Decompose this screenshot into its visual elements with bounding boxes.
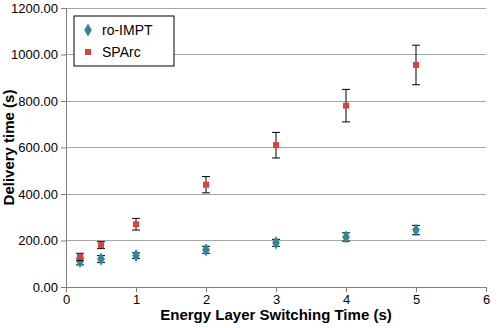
x-axis: 0 1 2 3 4 5 6: [63, 287, 490, 307]
point: [272, 236, 280, 249]
legend-label: SPArc: [102, 44, 141, 60]
tick-mark: [61, 55, 66, 56]
tick-label: 3: [273, 292, 280, 307]
series: [76, 223, 420, 268]
tick-mark: [61, 287, 66, 288]
error-bar-cap: [202, 176, 210, 177]
error-bar-cap: [342, 121, 350, 122]
point: [98, 242, 104, 248]
point: [202, 243, 210, 256]
grid-line: [66, 194, 486, 195]
error-bar-cap: [97, 248, 105, 249]
point: [203, 182, 209, 188]
marks: [76, 45, 420, 268]
tick-label: 800.00: [18, 94, 58, 109]
tick-mark: [61, 194, 66, 195]
tick-mark: [61, 8, 66, 9]
tick-label: 4: [343, 292, 350, 307]
error-bar: [202, 177, 210, 193]
tick-label: 5: [413, 292, 420, 307]
error-bar: [272, 132, 280, 158]
tick: 3: [273, 287, 280, 307]
x-axis-title: Energy Layer Switching Time (s): [160, 306, 391, 323]
tick: 1200.00: [11, 1, 66, 16]
error-bar: [342, 89, 350, 122]
tick: 600.00: [18, 140, 66, 155]
error-bar-cap: [76, 260, 84, 261]
tick-label: 0.00: [33, 280, 58, 295]
legend: ro-IMPT SPArc: [74, 16, 174, 66]
tick: 200.00: [18, 233, 66, 248]
tick-mark: [61, 148, 66, 149]
tick: 0.00: [33, 280, 66, 295]
plot-area: 0 1 2 3 4 5 6 0.00 200.00 400.00 600.00 800.00 1000.…: [11, 1, 490, 308]
error-bar: [412, 45, 420, 85]
legend-marker: [85, 49, 91, 55]
point: [343, 103, 349, 109]
point: [133, 221, 139, 227]
tick: 5: [413, 287, 420, 307]
error-bar-cap: [202, 192, 210, 193]
error-bar-cap: [132, 218, 140, 219]
point: [273, 142, 279, 148]
error-bar-cap: [76, 253, 84, 254]
error-bar-cap: [132, 230, 140, 231]
tick-label: 0: [63, 292, 70, 307]
error-bar: [132, 218, 140, 230]
tick-mark: [61, 241, 66, 242]
error-bar: [76, 253, 84, 260]
tick: 1000.00: [11, 47, 66, 62]
tick: 2: [203, 287, 210, 307]
series: [76, 45, 420, 260]
tick-label: 600.00: [18, 140, 58, 155]
legend-marker: [84, 23, 92, 36]
grid-line: [66, 101, 486, 102]
tick-mark: [61, 101, 66, 102]
axis-line: [61, 9, 67, 288]
y-axis: 0.00 200.00 400.00 600.00 800.00 1000.00 1200.…: [11, 1, 67, 295]
point: [97, 253, 105, 266]
point: [132, 249, 140, 262]
legend-box: [74, 16, 174, 66]
y-axis-title: Delivery time (s): [0, 90, 17, 206]
legend-label: ro-IMPT: [102, 22, 153, 38]
point: [413, 62, 419, 68]
tick-label: 6: [483, 292, 490, 307]
error-bar-cap: [272, 157, 280, 158]
tick: 0: [63, 287, 70, 307]
error-bar-cap: [342, 89, 350, 90]
tick: 400.00: [18, 187, 66, 202]
point: [412, 223, 420, 236]
tick: 800.00: [18, 94, 66, 109]
grid: [66, 8, 486, 287]
error-bar-cap: [412, 45, 420, 46]
error-bar-cap: [97, 241, 105, 242]
point: [77, 254, 83, 260]
error-bar: [97, 242, 105, 249]
chart: 0 1 2 3 4 5 6 0.00 200.00 400.00 600.00 800.00 1000.…: [0, 0, 500, 328]
error-bar-cap: [412, 84, 420, 85]
tick-label: 200.00: [18, 233, 58, 248]
tick-label: 400.00: [18, 187, 58, 202]
tick: 4: [343, 287, 350, 307]
tick: 1: [133, 287, 140, 307]
tick: 6: [483, 287, 490, 307]
tick-label: 1200.00: [11, 1, 58, 16]
tick-label: 1000.00: [11, 47, 58, 62]
error-bar-cap: [272, 132, 280, 133]
tick-label: 2: [203, 292, 210, 307]
point: [342, 230, 350, 243]
tick-label: 1: [133, 292, 140, 307]
grid-line: [66, 8, 486, 9]
